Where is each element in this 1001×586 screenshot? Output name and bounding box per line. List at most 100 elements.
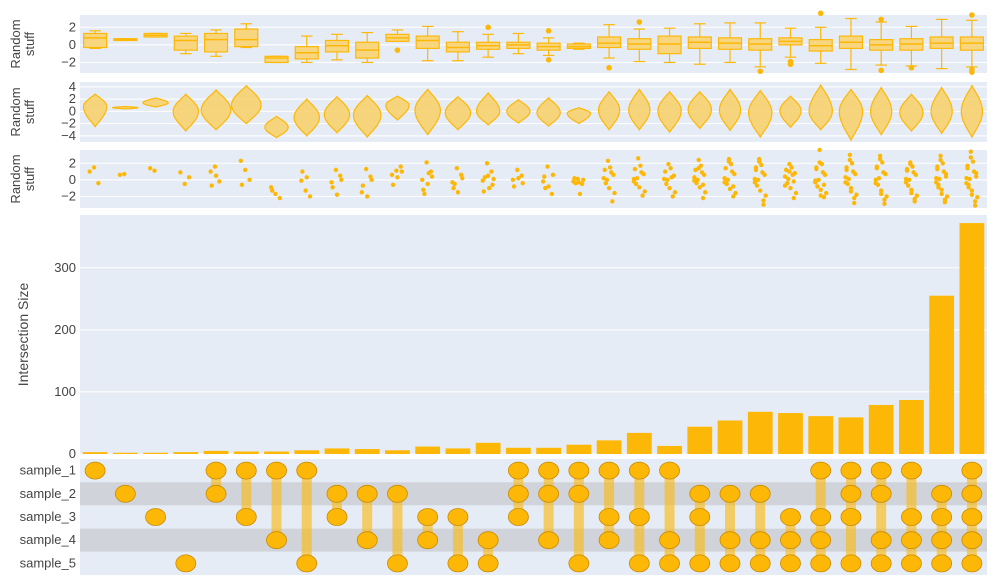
membership-dot [749, 554, 771, 573]
strip-point [972, 203, 978, 208]
strip-point [426, 171, 431, 176]
strip-point [612, 190, 617, 196]
strip-point [763, 193, 768, 198]
strip-point [212, 164, 218, 169]
strip-point [273, 191, 278, 197]
strip-point [601, 175, 606, 181]
membership-dot [810, 508, 832, 526]
membership-connector [543, 470, 554, 541]
membership-dot [387, 554, 408, 573]
strip-point [87, 169, 92, 174]
strip-point [451, 185, 456, 191]
strip-point [186, 175, 192, 180]
strip-point [939, 187, 944, 192]
strip-point [733, 190, 738, 196]
membership-dot [931, 484, 953, 503]
membership-dot [628, 461, 650, 480]
membership-dot [689, 508, 711, 526]
membership-connector [876, 470, 887, 564]
membership-dot [326, 484, 348, 503]
strip-point [722, 180, 727, 185]
membership-dot [780, 508, 801, 526]
strip-point [579, 181, 585, 187]
strip-point [543, 185, 548, 191]
strip-point [480, 178, 485, 183]
y-tick-label: −4 [61, 128, 76, 143]
strip-point [755, 177, 761, 183]
strip-point [722, 175, 727, 181]
violin-mark [808, 83, 834, 131]
y-tick-label: −2 [61, 116, 76, 131]
intersection-bar [778, 413, 803, 454]
box-mark [566, 42, 591, 50]
strip-point [905, 183, 911, 188]
violin-mark [293, 98, 321, 137]
strip-point [814, 165, 819, 170]
box-outlier [908, 64, 915, 71]
strip-point [360, 183, 366, 188]
strip-point [816, 177, 821, 183]
strip-point [873, 180, 878, 186]
membership-dot [689, 484, 711, 503]
intersection-bar [566, 444, 592, 454]
membership-dot [235, 461, 257, 480]
strip-point [606, 185, 612, 191]
strip-point [815, 184, 820, 189]
y-axis-title: Intersection Size [15, 283, 31, 387]
strip-point [693, 167, 698, 173]
box-mark [143, 32, 168, 38]
y-tick-label: 4 [69, 79, 76, 94]
strip-point [577, 191, 583, 197]
membership-dot [659, 554, 680, 573]
membership-dot [931, 508, 953, 526]
plot-background [80, 150, 987, 208]
intersection-bar [536, 447, 562, 454]
membership-dot [870, 554, 892, 573]
box-mark [203, 29, 229, 57]
strip-point [726, 159, 732, 164]
box-iqr [657, 35, 682, 55]
intersection-bar [173, 452, 199, 454]
strip-point [791, 179, 796, 184]
strip-point [152, 168, 157, 173]
intersection-bar [747, 411, 773, 454]
strip-point [846, 176, 851, 182]
strip-point [942, 197, 948, 202]
strip-point [540, 179, 546, 184]
intersection-bar [868, 404, 894, 454]
membership-connector [392, 493, 403, 564]
box-mark [687, 23, 712, 65]
strip-point [482, 175, 488, 180]
strip-point [609, 170, 614, 175]
strip-point [454, 166, 460, 171]
strip-point [549, 191, 555, 197]
intersection-bar [445, 448, 471, 454]
strip-point [912, 196, 917, 202]
membership-dot [266, 461, 287, 480]
strip-point [511, 184, 517, 189]
membership-connector [452, 517, 463, 564]
strip-point [672, 190, 678, 195]
plot-background [80, 215, 987, 454]
strip-point [632, 166, 638, 172]
strip-point [334, 192, 340, 197]
strip-point [908, 161, 913, 167]
membership-dot [205, 461, 227, 480]
box-iqr [415, 35, 440, 49]
strip-point [424, 160, 429, 165]
membership-dot [538, 531, 560, 550]
strip-point [881, 170, 886, 175]
strip-point [882, 201, 887, 207]
strip-point [968, 149, 973, 154]
strip-point [854, 192, 859, 197]
membership-dot [356, 531, 378, 550]
strip-point [975, 195, 980, 200]
membership-connector [604, 470, 615, 541]
strip-point [725, 177, 731, 183]
strip-point [723, 166, 728, 171]
strip-point [848, 189, 854, 194]
strip-point [425, 181, 430, 187]
violin-mark [264, 115, 289, 139]
membership-connector [573, 470, 584, 564]
